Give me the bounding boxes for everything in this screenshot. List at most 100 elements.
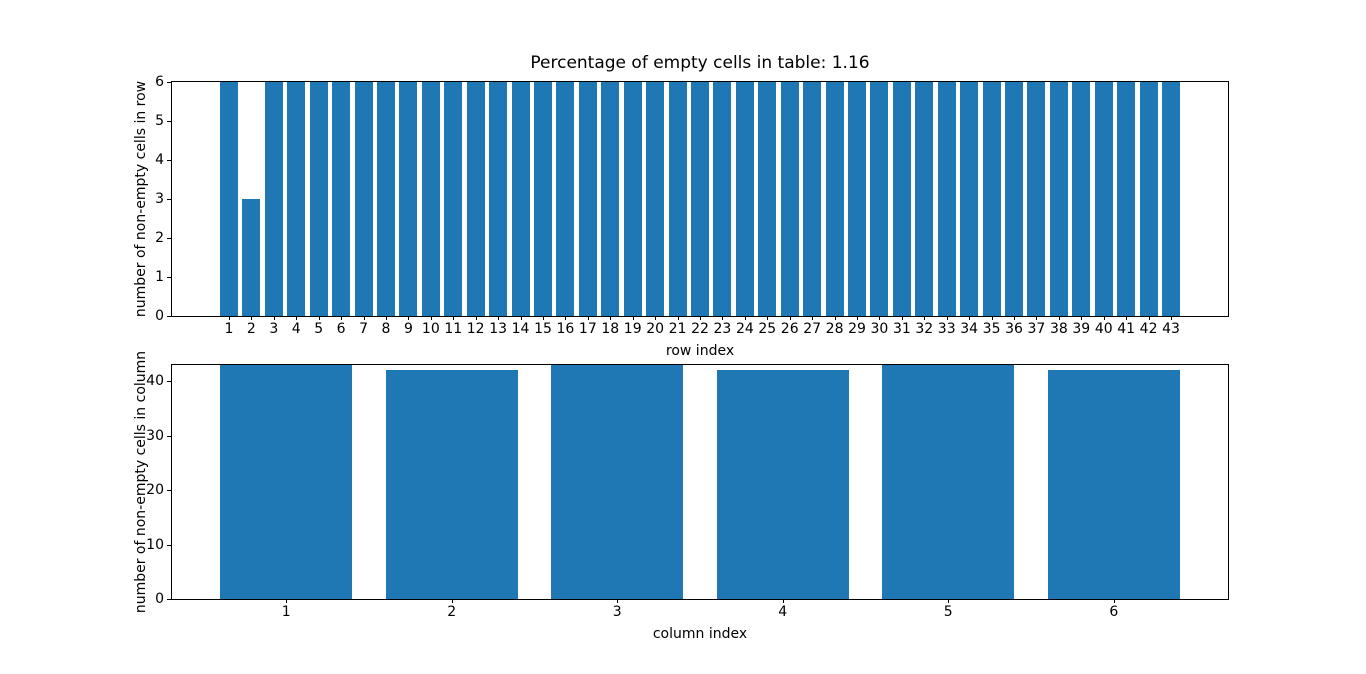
x-tick-label: 31 <box>892 321 911 337</box>
bar <box>713 82 732 316</box>
x-tick <box>948 599 950 603</box>
bar <box>937 82 956 316</box>
x-tick <box>924 316 926 320</box>
x-tick-label: 40 <box>1094 321 1113 337</box>
bar <box>1047 370 1180 599</box>
bar <box>668 82 687 316</box>
y-tick <box>167 381 171 383</box>
bar <box>377 82 395 316</box>
bar <box>466 82 485 316</box>
x-tick-label: 22 <box>691 321 709 337</box>
x-tick-label: 32 <box>915 321 934 337</box>
x-axis-label: column index <box>652 626 748 642</box>
x-tick-label: 20 <box>646 321 665 337</box>
bar <box>960 82 979 316</box>
x-tick <box>632 316 634 320</box>
x-tick-label: 1 <box>281 604 291 620</box>
bar <box>735 82 754 316</box>
y-tick <box>167 277 171 278</box>
x-tick-label: 25 <box>758 321 777 337</box>
bar <box>309 82 328 316</box>
x-tick-label: 11 <box>444 321 463 337</box>
x-tick <box>617 599 619 603</box>
y-tick-label: 0 <box>155 308 164 324</box>
bar <box>354 82 373 316</box>
x-tick-label: 41 <box>1117 321 1136 337</box>
x-tick <box>879 316 881 320</box>
x-tick <box>228 316 230 320</box>
x-tick-label: 13 <box>489 321 508 337</box>
x-tick-label: 19 <box>623 321 642 337</box>
x-tick-label: 10 <box>421 321 440 337</box>
bar <box>870 82 889 316</box>
x-tick-label: 26 <box>780 321 799 337</box>
x-tick <box>451 599 453 603</box>
bar <box>892 82 911 316</box>
bar <box>264 82 283 316</box>
x-tick <box>565 316 567 320</box>
bar <box>623 82 642 316</box>
x-tick-label: 42 <box>1139 321 1158 337</box>
y-tick-label: 5 <box>155 113 164 129</box>
bar <box>287 82 306 316</box>
bar <box>489 82 508 316</box>
bar <box>421 82 440 316</box>
x-tick <box>286 599 288 603</box>
x-tick <box>901 316 903 320</box>
x-tick <box>498 316 500 320</box>
x-tick <box>812 316 814 320</box>
y-tick <box>167 82 171 83</box>
x-tick <box>834 316 836 320</box>
x-tick-label: 34 <box>960 321 979 337</box>
x-tick <box>610 316 612 320</box>
x-axis-label: row index <box>665 343 735 359</box>
x-tick-label: 17 <box>578 321 597 337</box>
x-tick-label: 27 <box>803 321 822 337</box>
bar <box>825 82 844 316</box>
bar <box>220 365 353 599</box>
y-axis-label: number of non-empty cells in row <box>133 80 149 318</box>
y-tick <box>167 199 171 200</box>
y-tick <box>167 316 171 317</box>
x-tick <box>1148 316 1150 320</box>
y-tick <box>167 599 171 600</box>
y-tick <box>167 160 171 161</box>
y-tick-label: 10 <box>146 536 164 553</box>
x-tick <box>767 316 769 320</box>
bar <box>332 82 351 316</box>
x-tick-label: 18 <box>601 321 620 337</box>
x-tick <box>1058 316 1060 320</box>
x-tick-label: 24 <box>735 321 754 337</box>
x-tick-label: 3 <box>269 321 279 337</box>
x-tick <box>1103 316 1105 320</box>
bar <box>1072 82 1091 316</box>
y-tick-label: 4 <box>155 152 164 168</box>
x-tick-label: 33 <box>937 321 956 337</box>
bar <box>716 370 849 599</box>
x-tick <box>273 316 275 320</box>
x-tick <box>385 316 387 320</box>
y-tick <box>167 490 171 492</box>
x-tick-label: 6 <box>1109 604 1119 620</box>
bar <box>534 82 552 316</box>
bar <box>915 82 934 316</box>
x-tick <box>453 316 455 320</box>
y-tick-label: 3 <box>155 191 164 207</box>
x-tick-label: 3 <box>612 604 622 620</box>
y-tick-label: 2 <box>155 230 164 246</box>
x-tick-label: 4 <box>778 604 788 620</box>
x-tick <box>587 316 589 320</box>
bar <box>242 199 261 316</box>
x-tick-label: 36 <box>1005 321 1023 337</box>
x-tick <box>946 316 948 320</box>
chart-title: Percentage of empty cells in table: 1.16 <box>530 53 870 73</box>
x-tick <box>1113 599 1115 603</box>
x-tick-label: 4 <box>291 321 301 337</box>
x-tick-label: 30 <box>870 321 889 337</box>
y-tick-label: 6 <box>155 74 164 90</box>
y-tick <box>167 544 171 546</box>
x-tick-label: 21 <box>668 321 687 337</box>
x-tick <box>700 316 701 320</box>
bar <box>882 365 1015 599</box>
